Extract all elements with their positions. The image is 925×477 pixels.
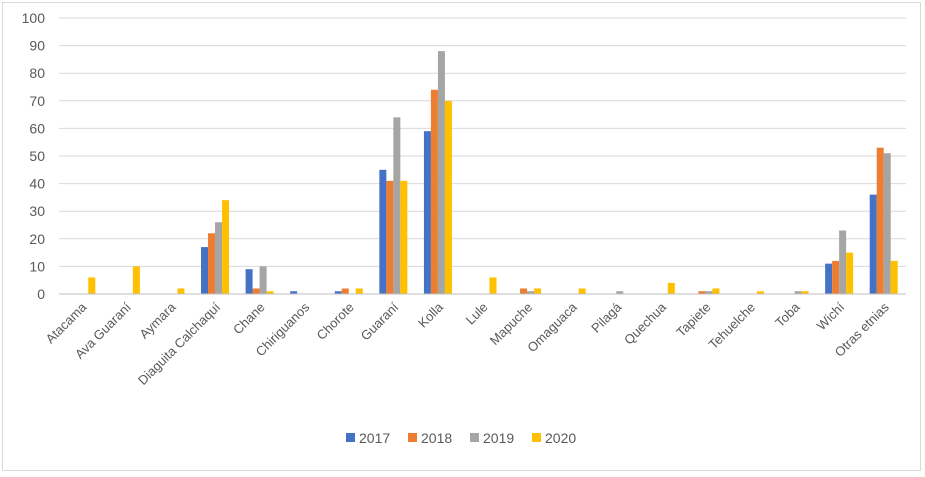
x-tick-label: Guaraní <box>358 299 402 343</box>
bar-2020-mapuche <box>534 288 542 294</box>
bar-2017-wichí <box>825 263 833 294</box>
bar-2019-guaraní <box>393 117 401 294</box>
x-tick-label: Toba <box>772 299 803 330</box>
y-tick-label: 60 <box>29 120 45 136</box>
bar-2018-diaguita-calchaquí <box>208 233 216 294</box>
bar-2017-chorote <box>334 291 342 294</box>
legend-item-2020: 2020 <box>532 430 576 446</box>
bar-2019-pilagá <box>616 291 624 294</box>
y-tick-label: 40 <box>29 176 45 192</box>
bars <box>88 51 898 295</box>
y-tick-label: 100 <box>22 10 46 26</box>
bar-2020-kolla <box>444 100 452 294</box>
bar-2018-tapiete <box>698 291 706 294</box>
bar-2017-chiriguanos <box>290 291 298 294</box>
bar-2019-toba <box>794 291 802 294</box>
bar-2020-toba <box>801 291 809 294</box>
bar-2020-guaraní <box>400 180 408 294</box>
legend-item-2017: 2017 <box>346 430 390 446</box>
x-tick-label: Diaguita Calchaquí <box>135 299 224 388</box>
x-tick-label: Quechua <box>621 299 669 347</box>
bar-2020-wichí <box>846 252 854 294</box>
legend-label: 2018 <box>421 430 452 446</box>
bar-2020-chane <box>266 291 274 294</box>
bar-2017-otras-etnias <box>869 194 877 294</box>
y-tick-label: 80 <box>29 65 45 81</box>
bar-2020-quechua <box>667 282 675 294</box>
bar-2018-kolla <box>430 89 438 294</box>
bar-2019-otras-etnias <box>883 153 891 294</box>
x-tick-label: Tehuelche <box>706 300 759 353</box>
x-tick-label: Kolla <box>415 299 447 331</box>
y-tick-label: 70 <box>29 93 45 109</box>
x-tick-label: Pilagá <box>588 299 625 336</box>
y-tick-label: 30 <box>29 203 45 219</box>
bar-2020-diaguita-calchaquí <box>222 200 230 294</box>
x-tick-label: Aymara <box>136 299 179 342</box>
x-tick-label: Chane <box>230 300 268 338</box>
bar-2017-diaguita-calchaquí <box>201 247 209 294</box>
bar-2020-chorote <box>355 288 363 294</box>
legend: 2017 2018 2019 2020 <box>346 430 576 446</box>
bar-2019-wichí <box>839 230 847 294</box>
legend-label: 2019 <box>483 430 514 446</box>
bar-2020-omaguaca <box>578 288 586 294</box>
bar-2020-otras-etnias <box>890 260 898 294</box>
bar-2020-lule <box>489 277 497 294</box>
bar-2020-tehuelche <box>756 291 764 294</box>
bar-2020-atacama <box>88 277 96 294</box>
y-tick-label: 10 <box>29 258 45 274</box>
bar-2018-guaraní <box>386 180 394 294</box>
y-axis-tick-labels: 0 10 20 30 40 50 60 70 80 90 100 <box>22 10 46 302</box>
y-tick-label: 90 <box>29 38 45 54</box>
bar-2020-ava-guaraní <box>132 266 140 294</box>
bar-2019-mapuche <box>527 291 535 294</box>
bar-2017-chane <box>245 269 253 294</box>
bar-2018-otras-etnias <box>876 147 884 294</box>
chart-frame: 0 10 20 30 40 50 60 70 80 90 100 Atacama Ava Guaran… <box>2 2 921 471</box>
bar-2018-chorote <box>341 288 349 294</box>
bar-2019-tapiete <box>705 291 713 294</box>
bar-2017-guaraní <box>379 169 387 294</box>
legend-swatch <box>470 433 479 442</box>
bar-2020-tapiete <box>712 288 720 294</box>
x-tick-label: Omaguaca <box>524 299 580 355</box>
legend-label: 2020 <box>545 430 576 446</box>
y-tick-label: 20 <box>29 231 45 247</box>
bar-2020-aymara <box>177 288 185 294</box>
bar-2018-mapuche <box>520 288 528 294</box>
gridlines <box>59 17 906 267</box>
bar-2018-chane <box>252 288 260 294</box>
legend-item-2018: 2018 <box>408 430 452 446</box>
bar-2019-kolla <box>437 51 445 295</box>
x-tick-label: Wichí <box>814 299 848 333</box>
x-tick-label: Tapiete <box>673 300 713 340</box>
bar-2019-diaguita-calchaquí <box>215 222 223 294</box>
bar-2019-chane <box>259 266 267 294</box>
x-tick-label: Lule <box>463 300 491 328</box>
legend-label: 2017 <box>359 430 390 446</box>
legend-swatch <box>408 433 417 442</box>
x-tick-label: Chorote <box>314 300 357 343</box>
legend-swatch <box>532 433 541 442</box>
legend-item-2019: 2019 <box>470 430 514 446</box>
legend-swatch <box>346 433 355 442</box>
bar-2017-kolla <box>423 131 431 294</box>
y-tick-label: 0 <box>37 286 45 302</box>
y-tick-label: 50 <box>29 148 45 164</box>
bar-2018-wichí <box>832 260 840 294</box>
